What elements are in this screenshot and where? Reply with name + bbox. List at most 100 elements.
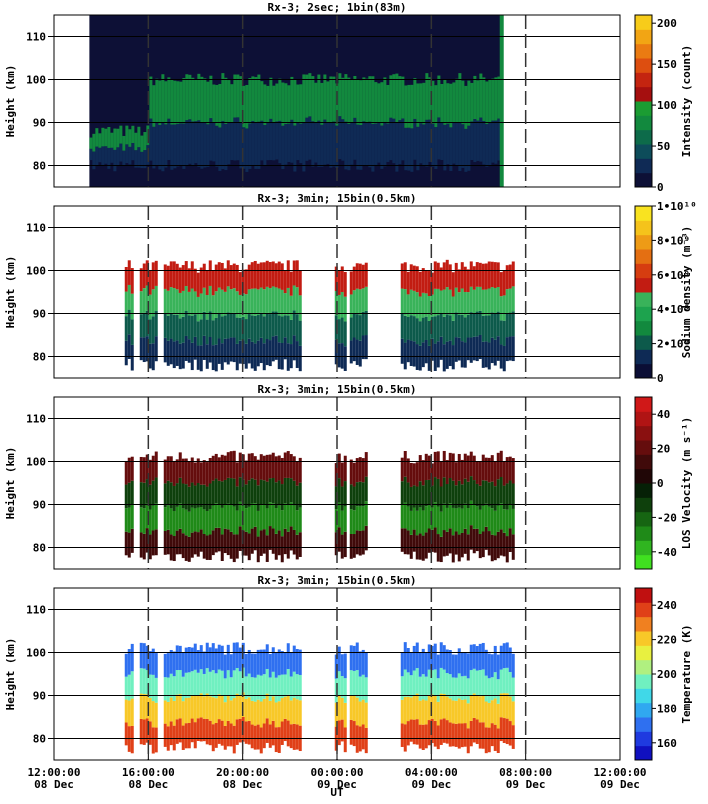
data-cell <box>374 82 378 124</box>
data-cell <box>193 695 197 723</box>
data-cell <box>463 342 467 368</box>
data-cell <box>403 669 407 697</box>
data-cell <box>478 310 482 335</box>
data-cell <box>424 480 428 507</box>
data-cell <box>442 530 446 557</box>
data-cell <box>341 77 345 120</box>
data-cell <box>130 480 134 505</box>
data-cell <box>260 120 264 161</box>
data-cell <box>371 76 375 124</box>
colorbar-tick-label: 1•10¹⁰ <box>657 200 697 213</box>
data-cell <box>223 479 227 505</box>
data-cell <box>460 699 464 724</box>
data-cell <box>481 454 485 481</box>
data-cell <box>365 122 369 166</box>
data-cell <box>124 340 128 366</box>
data-cell <box>463 291 467 318</box>
colorbar-tick-label: 6•10⁹ <box>657 269 690 282</box>
data-cell <box>238 294 242 318</box>
data-cell <box>163 677 167 701</box>
data-cell <box>475 506 479 529</box>
data-cell <box>127 260 131 285</box>
data-cell <box>211 480 215 506</box>
data-cell <box>386 84 390 124</box>
data-cell <box>176 81 180 124</box>
panel-title: Rx-3; 3min; 15bin(0.5km) <box>258 574 417 587</box>
data-cell <box>482 120 486 165</box>
data-cell <box>352 670 356 696</box>
data-cell <box>265 286 269 313</box>
data-cell <box>236 117 240 161</box>
data-cell <box>406 506 410 531</box>
data-cell <box>392 118 396 164</box>
data-cell <box>473 75 477 120</box>
data-cell <box>352 695 356 722</box>
data-cell <box>433 316 437 344</box>
data-cell <box>194 79 198 122</box>
data-cell <box>191 121 195 166</box>
data-cell <box>172 314 176 342</box>
data-cell <box>185 120 189 167</box>
data-cell <box>295 341 299 368</box>
data-cell <box>401 118 405 161</box>
data-cell <box>169 673 173 698</box>
data-cell <box>265 535 269 562</box>
data-cell <box>481 315 485 342</box>
colorbar-segment <box>635 86 652 102</box>
data-cell <box>280 510 284 537</box>
data-cell <box>283 503 287 529</box>
data-cell <box>403 289 407 316</box>
plot-frame <box>53 396 621 570</box>
data-cell <box>253 725 257 750</box>
y-axis-label: Height (km) <box>4 256 17 329</box>
data-cell <box>223 678 227 703</box>
data-cell <box>236 74 240 118</box>
data-cell <box>154 311 158 337</box>
data-cell <box>268 262 272 289</box>
data-cell <box>311 76 315 122</box>
data-cell <box>457 269 461 293</box>
data-cell <box>481 695 485 723</box>
data-cell <box>418 676 422 701</box>
data-cell <box>260 81 264 121</box>
data-cell <box>403 262 407 290</box>
data-cell <box>238 718 242 743</box>
data-cell <box>283 696 287 719</box>
data-cell <box>439 461 443 487</box>
data-cell <box>427 295 431 321</box>
data-cell <box>427 528 431 553</box>
data-cell <box>205 693 209 719</box>
data-cell <box>178 670 182 695</box>
data-cell <box>229 265 233 290</box>
data-cell <box>415 693 419 720</box>
data-cell <box>415 510 419 536</box>
data-cell <box>262 289 266 317</box>
data-cell <box>205 270 209 296</box>
data-cell <box>217 527 221 552</box>
data-cell <box>199 507 203 530</box>
data-cell <box>439 336 443 360</box>
data-cell <box>181 701 185 726</box>
data-cell <box>259 312 263 338</box>
data-cell <box>187 461 191 487</box>
data-cell <box>130 456 134 481</box>
data-cell <box>343 271 347 297</box>
data-cell <box>211 295 215 321</box>
data-cell <box>409 462 413 487</box>
data-cell <box>220 316 224 344</box>
data-cell <box>247 720 251 745</box>
data-cell <box>238 671 242 696</box>
data-cell <box>445 460 449 485</box>
data-cell <box>410 128 414 172</box>
data-cell <box>235 719 239 745</box>
y-axis-label: Height (km) <box>4 447 17 520</box>
data-cell <box>418 296 422 322</box>
data-cell <box>202 696 206 719</box>
data-cell <box>175 314 179 341</box>
data-cell <box>263 84 267 126</box>
data-cell <box>206 81 210 125</box>
data-cell <box>230 122 234 161</box>
data-cell <box>349 484 353 510</box>
data-cell <box>142 312 146 338</box>
data-cell <box>302 122 306 172</box>
